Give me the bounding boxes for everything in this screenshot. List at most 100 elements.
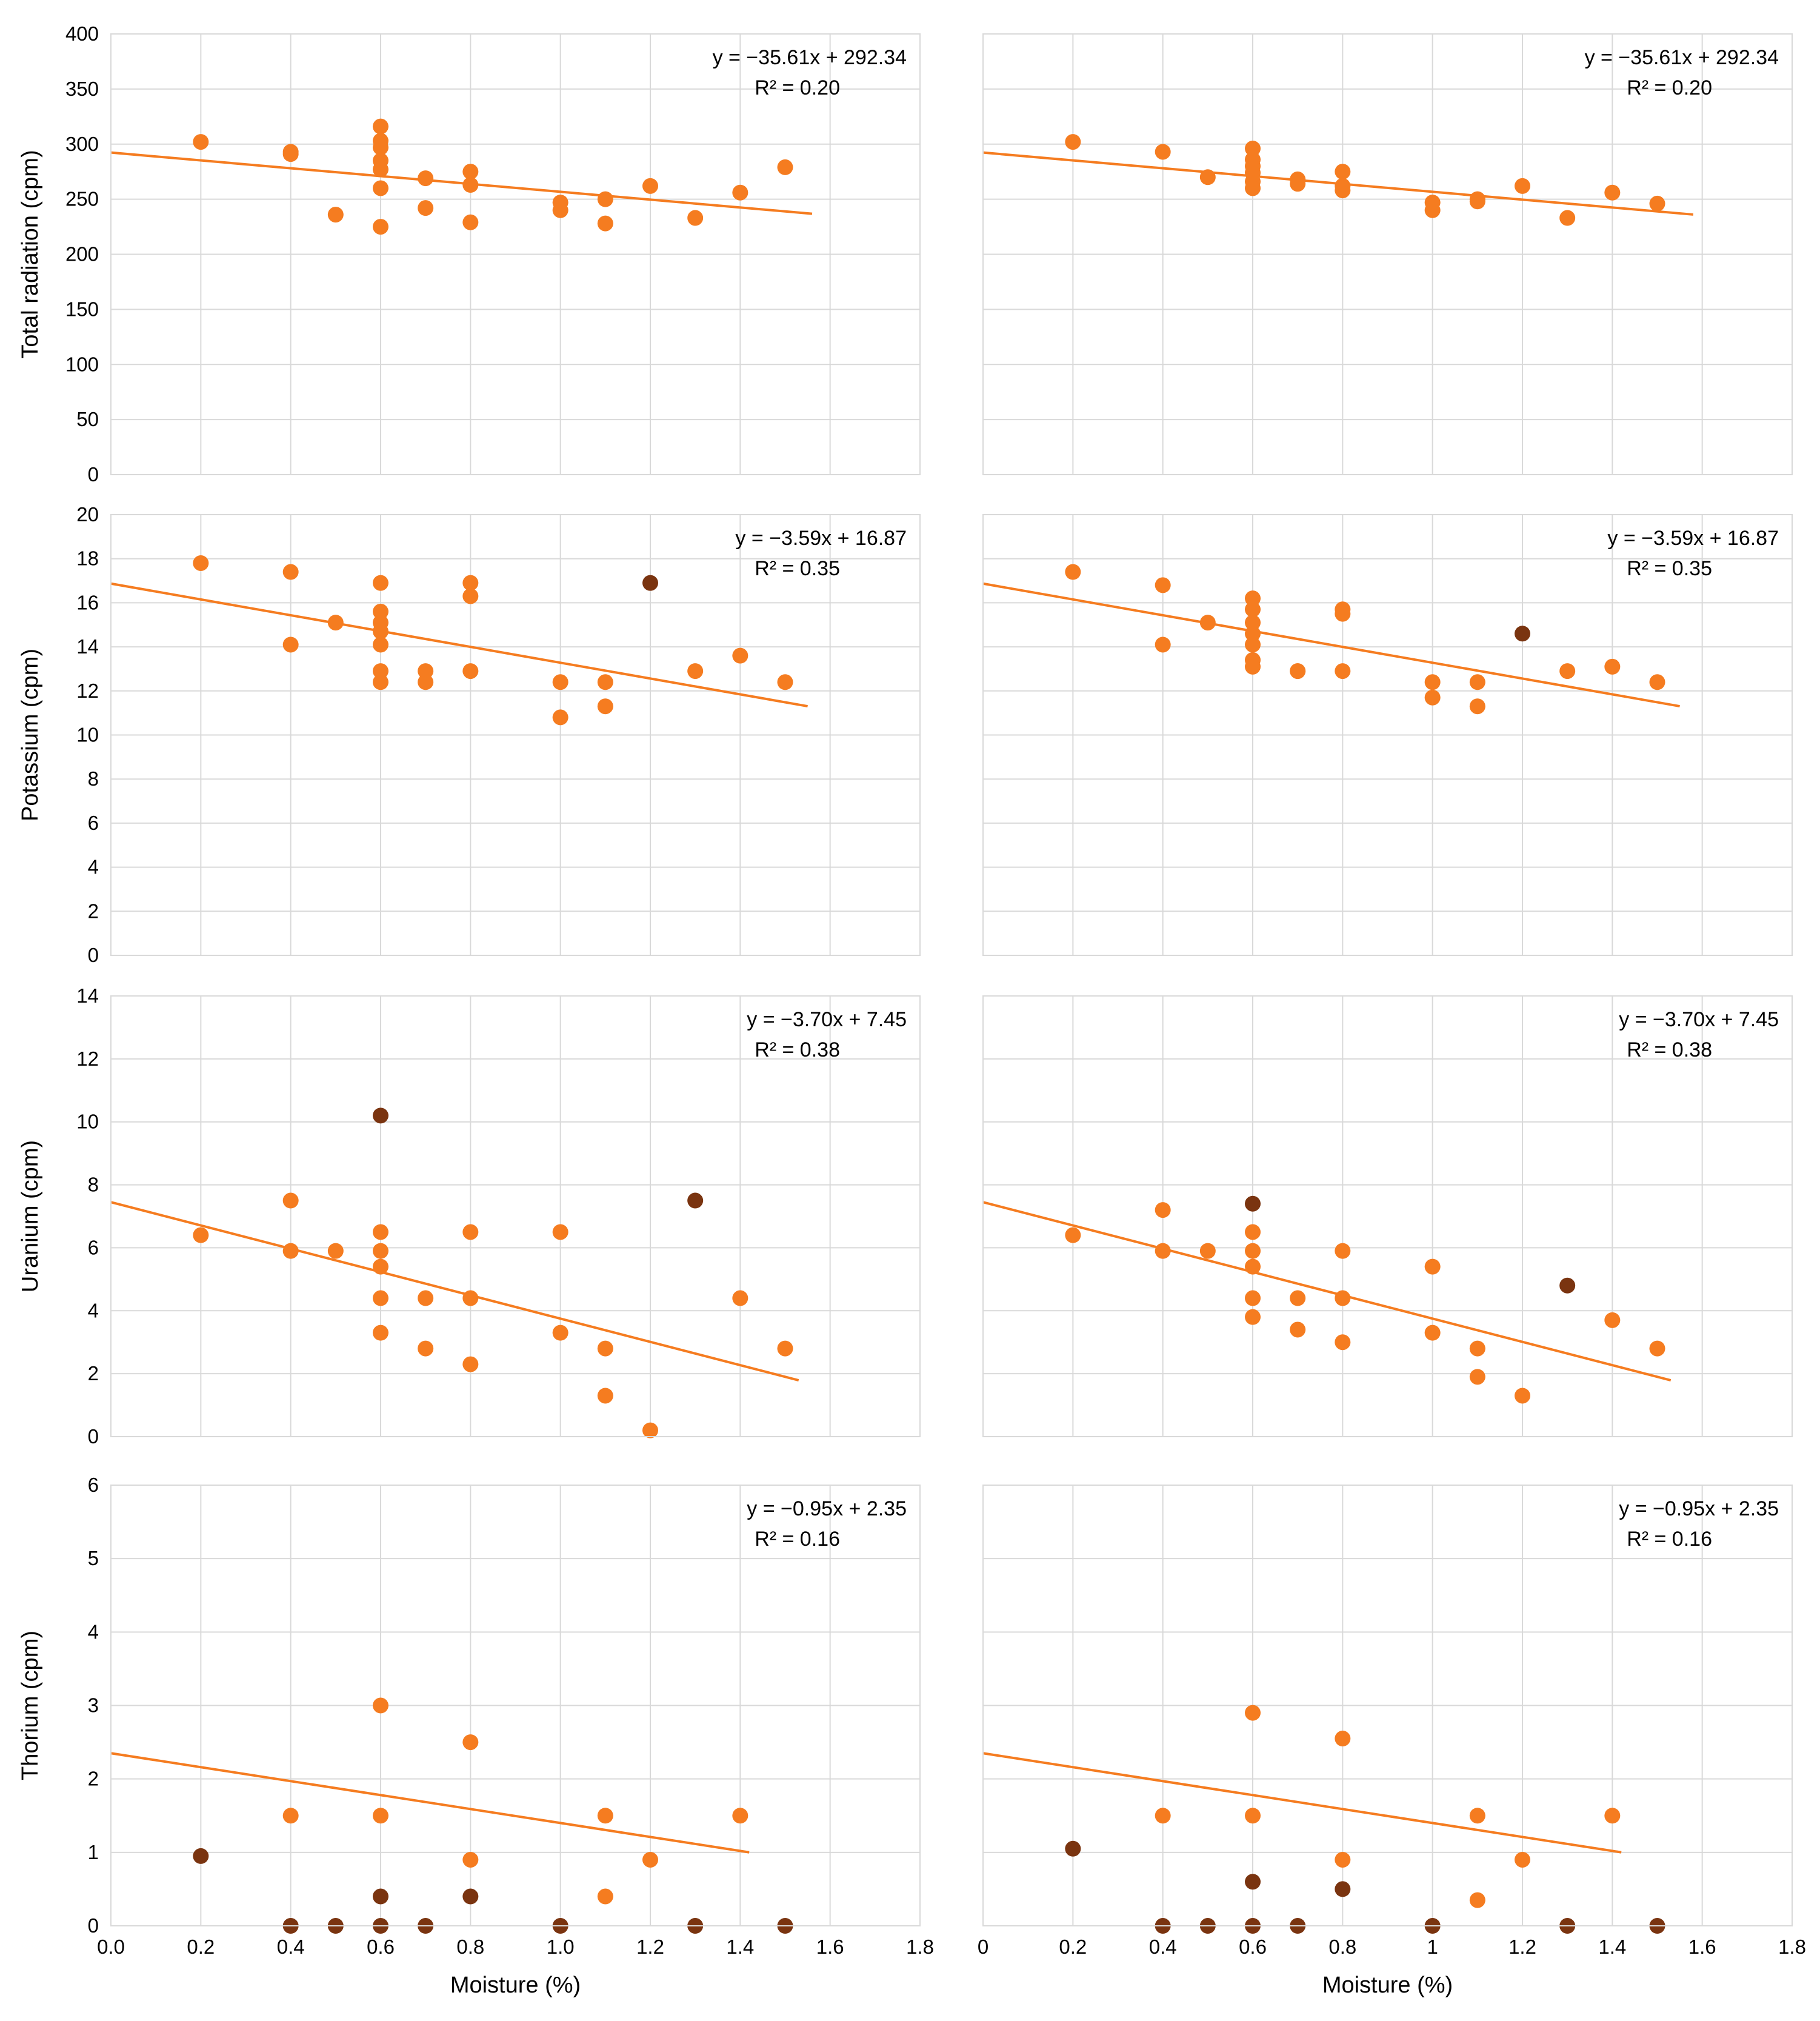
data-point — [1199, 615, 1216, 631]
data-point — [597, 1808, 613, 1824]
y-tick-label: 0 — [88, 1425, 99, 1448]
r-squared: R² = 0.38 — [755, 1038, 840, 1061]
plot-area — [982, 33, 1793, 475]
y-tick-label: 2 — [88, 900, 99, 922]
trend-equation: y = −3.59x + 16.87 — [735, 527, 907, 550]
y-tick-label: 3 — [88, 1694, 99, 1717]
data-point — [373, 1224, 388, 1240]
data-point — [1155, 1202, 1171, 1218]
plot-area — [110, 33, 921, 475]
outlier-point — [1245, 1195, 1261, 1212]
data-point — [1155, 144, 1171, 160]
data-point — [373, 674, 388, 690]
y-tick-label: 2 — [88, 1362, 99, 1385]
y-tick-label: 6 — [88, 1474, 99, 1496]
data-point — [1469, 1892, 1485, 1908]
trend-equation: y = −0.95x + 2.35 — [747, 1497, 907, 1520]
trend-equation: y = −0.95x + 2.35 — [1619, 1497, 1779, 1520]
data-point — [1424, 674, 1441, 690]
plot-area — [982, 514, 1793, 956]
data-point — [1515, 1851, 1530, 1868]
plot-area — [982, 995, 1793, 1437]
x-tick-label: 0.0 — [97, 1936, 125, 1958]
data-point — [193, 1227, 209, 1243]
trendline — [982, 1752, 1622, 1854]
panel-3-0: 0 1 2 3 4 5 6 0.0 0.2 0.4 0.6 0.8 1.0 1.2 1.4 1.6 1.8 Tho… — [18, 1474, 934, 1998]
y-tick-label: 300 — [65, 133, 99, 155]
data-point — [642, 178, 658, 194]
panel-1-0: 0 2 4 6 8 10 12 14 16 18 20 Potassium (cpm) y = −3.5… — [18, 503, 921, 966]
y-tick-label: 8 — [88, 1174, 99, 1196]
data-point — [462, 164, 479, 180]
data-point — [373, 1290, 388, 1306]
r-squared: R² = 0.16 — [1627, 1528, 1712, 1551]
data-point — [777, 159, 793, 175]
trendline — [110, 1752, 750, 1854]
r-squared: R² = 0.35 — [755, 557, 840, 580]
data-point — [1335, 606, 1351, 622]
outlier-point — [1515, 626, 1530, 642]
data-point — [462, 663, 479, 680]
data-point — [418, 674, 434, 690]
trendline — [110, 1201, 799, 1382]
panel-2-1: y = −3.70x + 7.45 R² = 0.38 — [982, 995, 1793, 1437]
y-tick-label: 10 — [76, 724, 99, 746]
data-point — [327, 615, 344, 631]
data-point — [193, 555, 209, 571]
outlier-point — [642, 575, 658, 591]
data-point — [1469, 1369, 1485, 1385]
y-tick-label: 50 — [76, 408, 99, 430]
y-tick-label: 14 — [76, 984, 99, 1007]
y-tick-label: 12 — [76, 680, 99, 702]
outlier-point — [687, 1192, 704, 1209]
data-point — [418, 1340, 434, 1357]
x-tick-label: 1.2 — [636, 1936, 664, 1958]
data-point — [1155, 1808, 1171, 1824]
data-point — [642, 1422, 658, 1438]
outlier-point — [373, 1107, 388, 1124]
r-squared: R² = 0.38 — [1627, 1038, 1712, 1061]
y-tick-label: 16 — [76, 591, 99, 613]
y-tick-label: 2 — [88, 1768, 99, 1790]
data-point — [1469, 1340, 1485, 1357]
data-point — [373, 1808, 388, 1824]
data-point — [373, 623, 388, 640]
data-point — [1424, 202, 1441, 218]
data-point — [373, 219, 388, 235]
data-point — [1199, 169, 1216, 185]
data-point — [1424, 1325, 1441, 1341]
r-squared: R² = 0.20 — [755, 76, 840, 99]
y-tick-label: 20 — [76, 503, 99, 526]
data-point — [1245, 1808, 1261, 1824]
y-tick-label: 12 — [76, 1047, 99, 1070]
y-tick-label: 250 — [65, 188, 99, 210]
data-point — [373, 663, 388, 680]
trend-equation: y = −3.70x + 7.45 — [747, 1008, 907, 1031]
data-point — [282, 1808, 299, 1824]
data-point — [373, 575, 388, 591]
y-tick-label: 4 — [88, 1299, 99, 1321]
plot-area — [110, 995, 921, 1437]
x-tick-label: 1.8 — [1778, 1936, 1806, 1958]
plot-area — [982, 1485, 1793, 1926]
data-point — [1065, 564, 1081, 580]
y-tick-label: 8 — [88, 767, 99, 790]
data-point — [1335, 182, 1351, 199]
data-point — [1155, 1243, 1171, 1259]
y-tick-label: 1 — [88, 1841, 99, 1863]
data-point — [462, 214, 479, 230]
data-point — [597, 215, 613, 232]
data-point — [1604, 658, 1621, 675]
x-tick-label: 1.2 — [1508, 1936, 1536, 1958]
data-point — [1649, 195, 1665, 212]
data-point — [777, 1340, 793, 1357]
x-tick-label: 0.4 — [1149, 1936, 1177, 1958]
trendline — [110, 151, 813, 215]
data-point — [1245, 636, 1261, 653]
y-axis-label: Total radiation (cpm) — [18, 150, 43, 358]
data-point — [373, 1243, 388, 1259]
data-point — [1604, 184, 1621, 201]
y-tick-label: 0 — [88, 463, 99, 486]
x-tick-label: 0.2 — [187, 1936, 215, 1958]
